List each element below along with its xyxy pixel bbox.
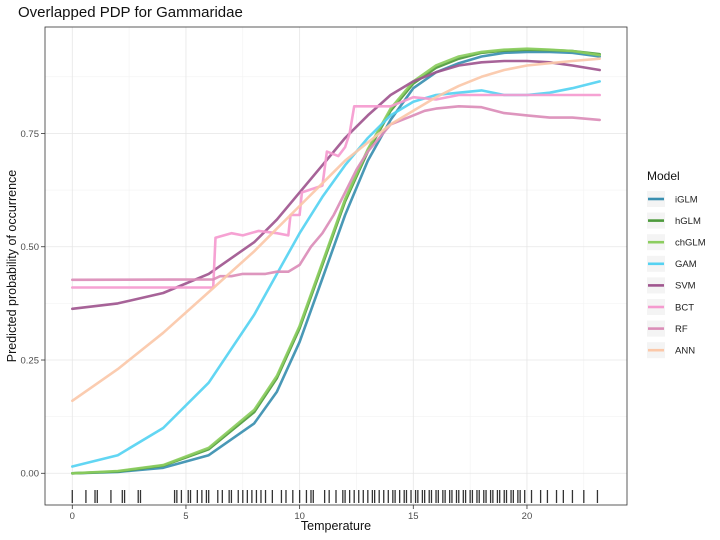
x-tick-label: 5	[183, 511, 188, 522]
legend-label-ann: ANN	[675, 346, 695, 357]
y-axis-title: Predicted probability of occurrence	[5, 170, 19, 363]
x-tick-label: 20	[522, 511, 533, 522]
legend-label-gam: GAM	[675, 259, 697, 270]
plot-background	[45, 27, 627, 505]
y-tick-label: 0.00	[21, 469, 40, 480]
y-tick-label: 0.50	[21, 242, 40, 253]
legend-label-iglm: iGLM	[675, 194, 698, 205]
rug-marks	[71, 490, 599, 503]
legend: Model iGLM hGLM chGLM GAM SVM BCT RF ANN	[647, 169, 706, 359]
series-line-rf	[71, 105, 601, 282]
series-line-iglm	[71, 50, 601, 475]
plot-panel	[45, 27, 627, 505]
plot-border	[44, 26, 628, 506]
grid-lines	[45, 27, 627, 505]
series-line-bct	[71, 93, 601, 289]
series-line-chglm	[71, 47, 601, 475]
y-tick-label: 0.75	[21, 129, 40, 140]
legend-label-chglm: chGLM	[675, 238, 706, 249]
axis-ticks: 0 5 10 15 20 0.00 0.25 0.50 0.75	[21, 129, 533, 522]
chart-title: Overlapped PDP for Gammaridae	[18, 4, 243, 21]
legend-label-svm: SVM	[675, 281, 696, 292]
x-tick-label: 0	[70, 511, 75, 522]
y-tick-label: 0.25	[21, 355, 40, 366]
x-axis-title: Temperature	[301, 519, 371, 533]
series-line-ann	[71, 57, 601, 403]
legend-label-rf: RF	[675, 324, 688, 335]
series-lines	[71, 47, 601, 475]
x-tick-label: 15	[408, 511, 419, 522]
legend-label-bct: BCT	[675, 302, 694, 313]
x-tick-label: 10	[294, 511, 305, 522]
legend-title: Model	[647, 169, 680, 183]
legend-label-hglm: hGLM	[675, 216, 701, 227]
